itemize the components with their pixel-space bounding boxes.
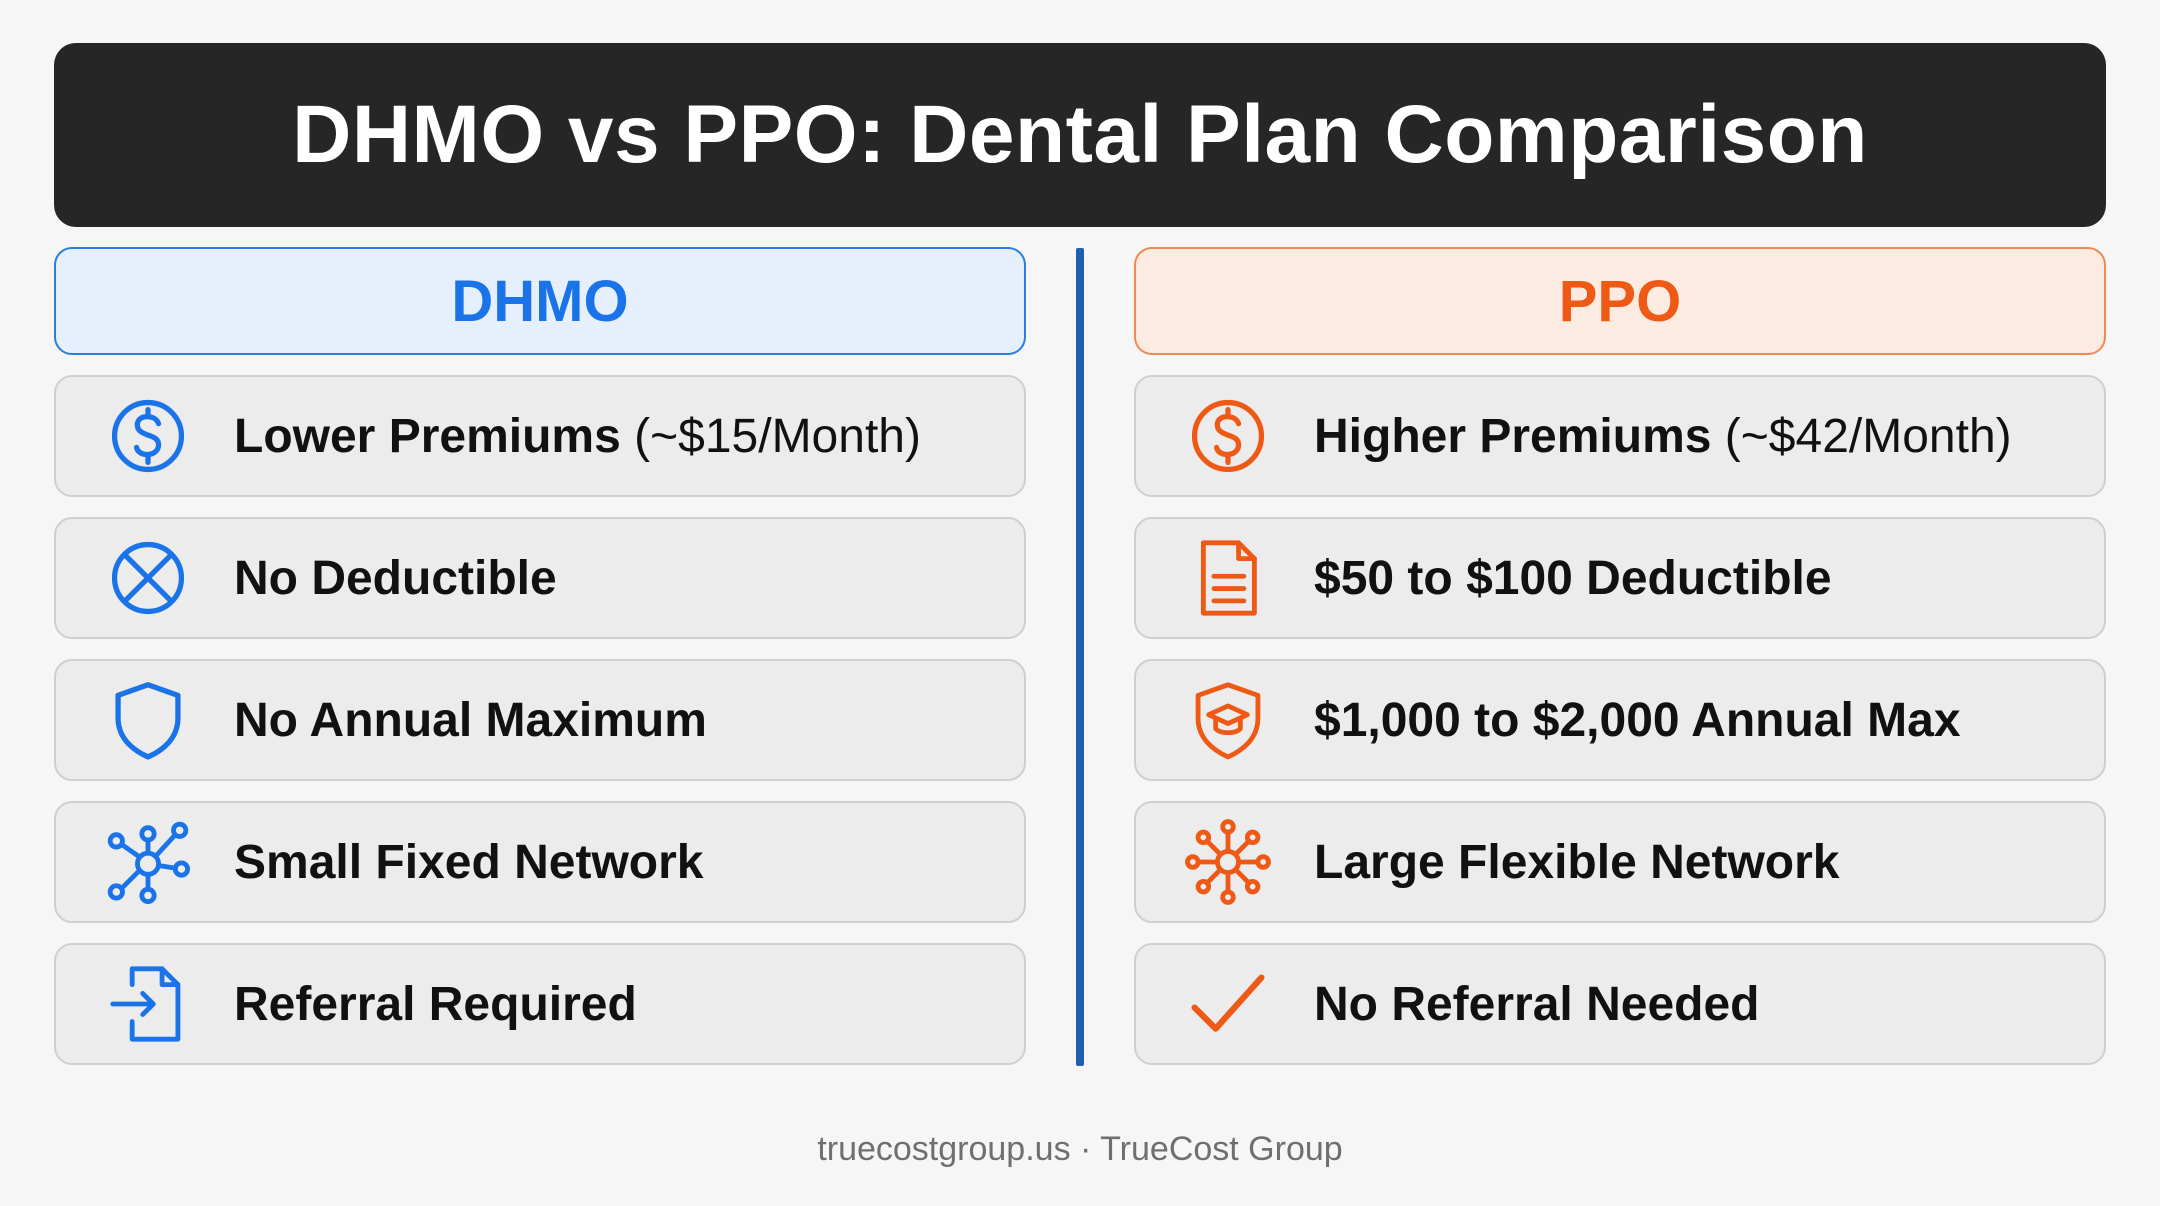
ppo-annual-max-label: $1,000 to $2,000 Annual Max bbox=[1314, 693, 1961, 747]
dhmo-row-network: Small Fixed Network bbox=[54, 801, 1026, 923]
x-circle-icon bbox=[102, 532, 194, 624]
dollar-circle-icon bbox=[102, 390, 194, 482]
dhmo-column: DHMO Lower Premiums (~$15/Month) bbox=[54, 247, 1026, 1065]
dhmo-referral-label: Referral Required bbox=[234, 977, 637, 1031]
shield-icon bbox=[102, 674, 194, 766]
ppo-row-annual-max: $1,000 to $2,000 Annual Max bbox=[1134, 659, 2106, 781]
footer-credit: truecostgroup.us · TrueCost Group bbox=[817, 1130, 1343, 1168]
dhmo-row-annual-max: No Annual Maximum bbox=[54, 659, 1026, 781]
referral-document-icon bbox=[102, 958, 194, 1050]
dhmo-row-premiums: Lower Premiums (~$15/Month) bbox=[54, 375, 1026, 497]
ppo-header: PPO bbox=[1134, 247, 2106, 355]
dollar-circle-icon bbox=[1182, 390, 1274, 482]
ppo-referral-label: No Referral Needed bbox=[1314, 977, 1760, 1031]
ppo-row-network: Large Flexible Network bbox=[1134, 801, 2106, 923]
ppo-network-label: Large Flexible Network bbox=[1314, 835, 1840, 889]
dhmo-premiums-amount: (~$15/Month) bbox=[620, 409, 921, 463]
dhmo-header: DHMO bbox=[54, 247, 1026, 355]
checkmark-icon bbox=[1182, 958, 1274, 1050]
hub-network-icon bbox=[1182, 816, 1274, 908]
title-bar: DHMO vs PPO: Dental Plan Comparison bbox=[54, 43, 2106, 227]
document-icon bbox=[1182, 532, 1274, 624]
dhmo-row-deductible: No Deductible bbox=[54, 517, 1026, 639]
dhmo-deductible-label: No Deductible bbox=[234, 551, 557, 605]
page-title: DHMO vs PPO: Dental Plan Comparison bbox=[292, 89, 1868, 180]
graduation-shield-icon bbox=[1182, 674, 1274, 766]
ppo-row-premiums: Higher Premiums (~$42/Month) bbox=[1134, 375, 2106, 497]
ppo-premiums-amount: (~$42/Month) bbox=[1711, 409, 2012, 463]
dhmo-annual-max-label: No Annual Maximum bbox=[234, 693, 707, 747]
dhmo-network-label: Small Fixed Network bbox=[234, 835, 704, 889]
ppo-row-deductible: $50 to $100 Deductible bbox=[1134, 517, 2106, 639]
network-icon bbox=[102, 816, 194, 908]
column-divider bbox=[1076, 248, 1084, 1066]
dhmo-premiums-label: Lower Premiums bbox=[234, 409, 621, 463]
ppo-deductible-label: $50 to $100 Deductible bbox=[1314, 551, 1832, 605]
ppo-premiums-label: Higher Premiums bbox=[1314, 409, 1712, 463]
ppo-column: PPO Higher Premiums (~$42/Month) bbox=[1134, 247, 2106, 1065]
dhmo-row-referral: Referral Required bbox=[54, 943, 1026, 1065]
ppo-row-referral: No Referral Needed bbox=[1134, 943, 2106, 1065]
